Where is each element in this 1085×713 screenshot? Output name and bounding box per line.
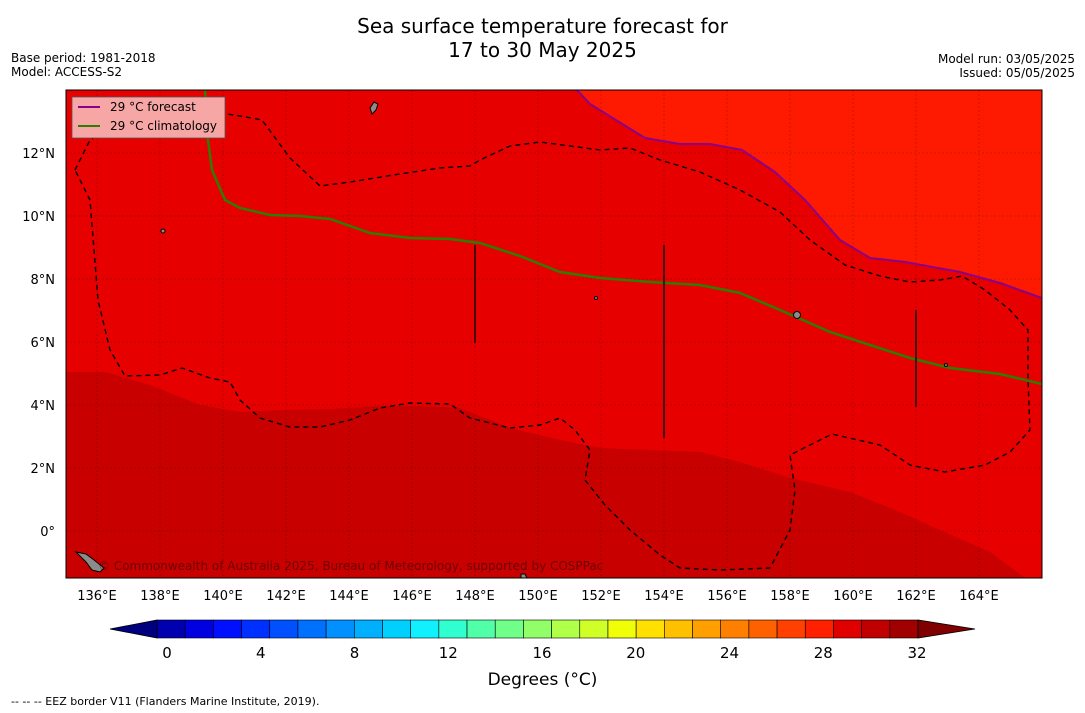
colorbar-cell xyxy=(861,619,891,639)
lat-tick-label: 8°N xyxy=(31,273,56,288)
issued-date: Issued: 05/05/2025 xyxy=(959,66,1075,80)
lat-tick-label: 10°N xyxy=(22,210,55,225)
lon-tick-label: 148°E xyxy=(455,589,495,604)
lat-tick-label: 12°N xyxy=(22,147,55,162)
colorbar-cell xyxy=(692,619,722,639)
model-info: Base period: 1981-2018 Model: ACCESS-S2 xyxy=(11,51,156,79)
lat-tick-label: 0° xyxy=(40,525,55,540)
colorbar-cell xyxy=(297,619,327,639)
map-title: Sea surface temperature forecast for 17 … xyxy=(0,14,1085,62)
lon-tick-label: 158°E xyxy=(770,589,810,604)
colorbar-tick-label: 4 xyxy=(256,644,266,662)
colorbar-cell xyxy=(269,619,299,639)
boundary-marker-lines xyxy=(474,245,917,438)
title-line-2: 17 to 30 May 2025 xyxy=(448,38,637,62)
lon-tick-label: 156°E xyxy=(707,589,747,604)
map-plot-area xyxy=(66,90,1042,578)
colorbar-tick-label: 16 xyxy=(532,644,551,662)
colorbar-min-extend xyxy=(109,619,158,639)
lat-tick-label: 6°N xyxy=(31,336,56,351)
colorbar-tick-label: 24 xyxy=(720,644,739,662)
colorbar-cell xyxy=(748,619,778,639)
run-info: Model run: 03/05/2025 Issued: 05/05/2025 xyxy=(938,52,1075,80)
climatology-29c-contour xyxy=(203,90,1042,386)
longitude-labels: 136°E 138°E 140°E 142°E 144°E 146°E 148°E 150°E… xyxy=(77,589,999,604)
colorbar-cell xyxy=(664,619,693,639)
lat-tick-label: 2°N xyxy=(31,462,56,477)
south-sst-band xyxy=(66,372,1025,578)
map-frame xyxy=(65,89,1043,579)
colorbar-tick-label: 20 xyxy=(626,644,645,662)
lon-tick-label: 146°E xyxy=(392,589,432,604)
colorbar-cell xyxy=(213,619,242,639)
lon-tick-label: 154°E xyxy=(644,589,684,604)
colorbar-cell xyxy=(325,619,355,639)
colorbar-cell xyxy=(466,619,496,639)
colorbar-cell xyxy=(410,619,440,639)
colorbar-cell xyxy=(635,619,665,639)
colorbar-cell xyxy=(438,619,468,639)
colorbar-cell xyxy=(607,619,637,639)
colorbar-cell xyxy=(241,619,271,639)
colorbar-tick-label: 8 xyxy=(350,644,360,662)
eez-borders xyxy=(74,107,1031,571)
colorbar-cell xyxy=(720,619,750,639)
colorbar-cell xyxy=(551,619,581,639)
colorbar-cell xyxy=(889,619,919,639)
copyright-text: © Commonwealth of Australia 2025, Bureau… xyxy=(98,559,603,573)
colorbar-title: Degrees (°C) xyxy=(487,670,598,690)
latitude-labels: 12°N 10°N 8°N 6°N 4°N 2°N 0° xyxy=(22,147,55,540)
colorbar-cell xyxy=(494,619,524,639)
map-legend: 29 °C forecast 29 °C climatology xyxy=(71,96,226,139)
colorbar-cell xyxy=(156,619,186,639)
colorbar-tick-labels: 0 4 8 12 16 20 24 28 32 xyxy=(162,644,926,662)
model-name: Model: ACCESS-S2 xyxy=(11,65,123,79)
lon-tick-label: 140°E xyxy=(203,589,243,604)
lon-tick-label: 164°E xyxy=(959,589,999,604)
colorbar-cell xyxy=(804,619,834,639)
lon-tick-label: 160°E xyxy=(833,589,873,604)
lon-tick-label: 152°E xyxy=(581,589,621,604)
legend-climatology-label: 29 °C climatology xyxy=(110,119,217,133)
colorbar-tick-label: 32 xyxy=(907,644,926,662)
base-period: Base period: 1981-2018 xyxy=(11,51,156,65)
colorbar-cell xyxy=(353,619,383,639)
colorbar-tick-label: 0 xyxy=(162,644,172,662)
colorbar-cell xyxy=(833,619,862,639)
lon-tick-label: 142°E xyxy=(266,589,306,604)
model-run: Model run: 03/05/2025 xyxy=(937,52,1075,66)
colorbar-cells xyxy=(156,619,919,639)
lon-tick-label: 144°E xyxy=(329,589,369,604)
colorbar-tick-label: 28 xyxy=(814,644,833,662)
colorbar-cell xyxy=(523,619,552,639)
colorbar-cell xyxy=(579,619,609,639)
colorbar-unit: °C) xyxy=(570,670,598,690)
colorbar-tick-label: 12 xyxy=(439,644,458,662)
legend-forecast-label: 29 °C forecast xyxy=(110,100,196,114)
forecast-29c-contour xyxy=(576,90,1042,299)
title-line-1: Sea surface temperature forecast for xyxy=(357,14,728,38)
land-islands xyxy=(74,101,948,578)
lon-tick-label: 136°E xyxy=(77,589,117,604)
colorbar-max-extend xyxy=(917,619,976,639)
lon-tick-label: 150°E xyxy=(518,589,558,604)
eez-footnote: -- -- -- EEZ border V11 (Flanders Marine… xyxy=(11,695,320,708)
lon-tick-label: 162°E xyxy=(896,589,936,604)
colorbar-cell xyxy=(776,619,806,639)
lat-tick-label: 4°N xyxy=(31,399,56,414)
colorbar-cell xyxy=(382,619,411,639)
lat-gridlines xyxy=(66,152,1042,532)
lon-tick-label: 138°E xyxy=(140,589,180,604)
colorbar-cell xyxy=(184,619,214,639)
